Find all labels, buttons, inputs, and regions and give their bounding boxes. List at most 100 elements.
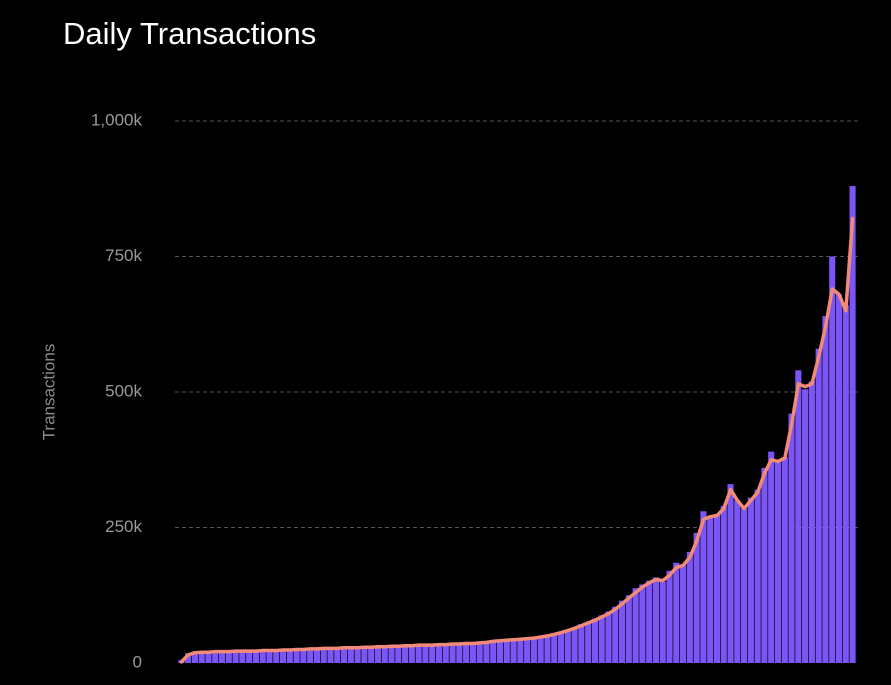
bar bbox=[395, 645, 402, 663]
bar bbox=[693, 532, 700, 663]
bar bbox=[808, 381, 815, 663]
bar bbox=[402, 645, 409, 663]
bar bbox=[232, 651, 239, 663]
bar bbox=[652, 577, 660, 663]
bar bbox=[422, 644, 429, 663]
bar bbox=[191, 652, 198, 663]
bar bbox=[788, 413, 795, 663]
bar bbox=[185, 653, 192, 663]
bar bbox=[713, 513, 721, 663]
trend-line bbox=[179, 216, 855, 664]
bar bbox=[686, 551, 693, 663]
bar bbox=[849, 186, 856, 664]
bar bbox=[381, 646, 388, 663]
bar bbox=[591, 618, 598, 663]
bar bbox=[347, 647, 354, 663]
bar bbox=[524, 638, 531, 663]
bar bbox=[646, 580, 653, 663]
bar bbox=[510, 639, 517, 663]
bar bbox=[761, 467, 768, 663]
bar bbox=[707, 516, 714, 663]
bar bbox=[537, 636, 544, 663]
bar bbox=[544, 634, 551, 663]
bar bbox=[408, 645, 415, 663]
bar bbox=[442, 644, 449, 663]
bar bbox=[673, 562, 680, 663]
bar bbox=[802, 389, 809, 663]
bar bbox=[700, 511, 707, 663]
bar bbox=[747, 497, 754, 663]
bar bbox=[774, 462, 782, 663]
bar bbox=[795, 370, 802, 663]
bar bbox=[578, 623, 585, 663]
bar bbox=[300, 648, 307, 663]
bar bbox=[822, 316, 829, 663]
bar bbox=[198, 652, 205, 663]
bar bbox=[483, 641, 490, 663]
bar bbox=[469, 642, 476, 663]
bar bbox=[551, 633, 558, 663]
bar bbox=[639, 584, 646, 663]
bar bbox=[252, 650, 259, 663]
bar bbox=[720, 505, 727, 663]
bar bbox=[205, 651, 212, 663]
bar bbox=[259, 650, 266, 663]
bar bbox=[557, 631, 565, 663]
bar bbox=[734, 500, 741, 663]
bar bbox=[517, 638, 524, 663]
bar bbox=[429, 644, 436, 663]
bar bbox=[598, 615, 605, 663]
bar bbox=[341, 647, 348, 663]
bar bbox=[374, 646, 382, 663]
bar bbox=[666, 570, 673, 663]
bar bbox=[659, 581, 666, 663]
bar bbox=[754, 489, 761, 663]
bar bbox=[476, 642, 483, 663]
bar bbox=[564, 629, 571, 663]
bar bbox=[415, 645, 422, 663]
bar bbox=[490, 640, 497, 663]
bar bbox=[619, 600, 626, 663]
bar bbox=[334, 647, 341, 663]
bar bbox=[612, 606, 619, 663]
bar bbox=[571, 627, 578, 663]
y-tick-label: 1,000k bbox=[91, 110, 143, 129]
y-tick-label: 500k bbox=[105, 381, 142, 400]
bar bbox=[463, 643, 470, 663]
bar bbox=[307, 648, 314, 663]
bar bbox=[354, 647, 361, 663]
bar bbox=[449, 644, 456, 663]
bar bbox=[625, 595, 632, 663]
bar bbox=[496, 639, 504, 663]
bar bbox=[286, 649, 293, 663]
bar bbox=[781, 457, 788, 663]
y-tick-label: 250k bbox=[105, 517, 142, 536]
y-tick-label: 0 bbox=[133, 652, 142, 671]
bar bbox=[727, 484, 734, 663]
bar bbox=[280, 649, 287, 663]
bar bbox=[829, 256, 836, 663]
bar bbox=[246, 651, 253, 663]
bar bbox=[212, 651, 219, 663]
bar bbox=[605, 611, 612, 663]
bar bbox=[842, 305, 849, 663]
bar bbox=[273, 649, 280, 663]
bar bbox=[218, 651, 226, 663]
bar bbox=[632, 588, 639, 663]
bar bbox=[768, 451, 775, 663]
bar bbox=[368, 646, 375, 663]
bar bbox=[225, 651, 232, 663]
bar bbox=[741, 508, 748, 663]
bar bbox=[327, 647, 334, 663]
bar bbox=[320, 648, 327, 663]
bar bbox=[815, 348, 822, 663]
bar bbox=[680, 565, 687, 663]
bar bbox=[530, 637, 537, 663]
bar bbox=[435, 644, 443, 663]
chart-title: Daily Transactions bbox=[63, 16, 316, 51]
bar bbox=[361, 647, 368, 663]
bar bbox=[388, 646, 395, 663]
bar bbox=[503, 639, 510, 663]
y-tick-label: 750k bbox=[105, 246, 142, 265]
